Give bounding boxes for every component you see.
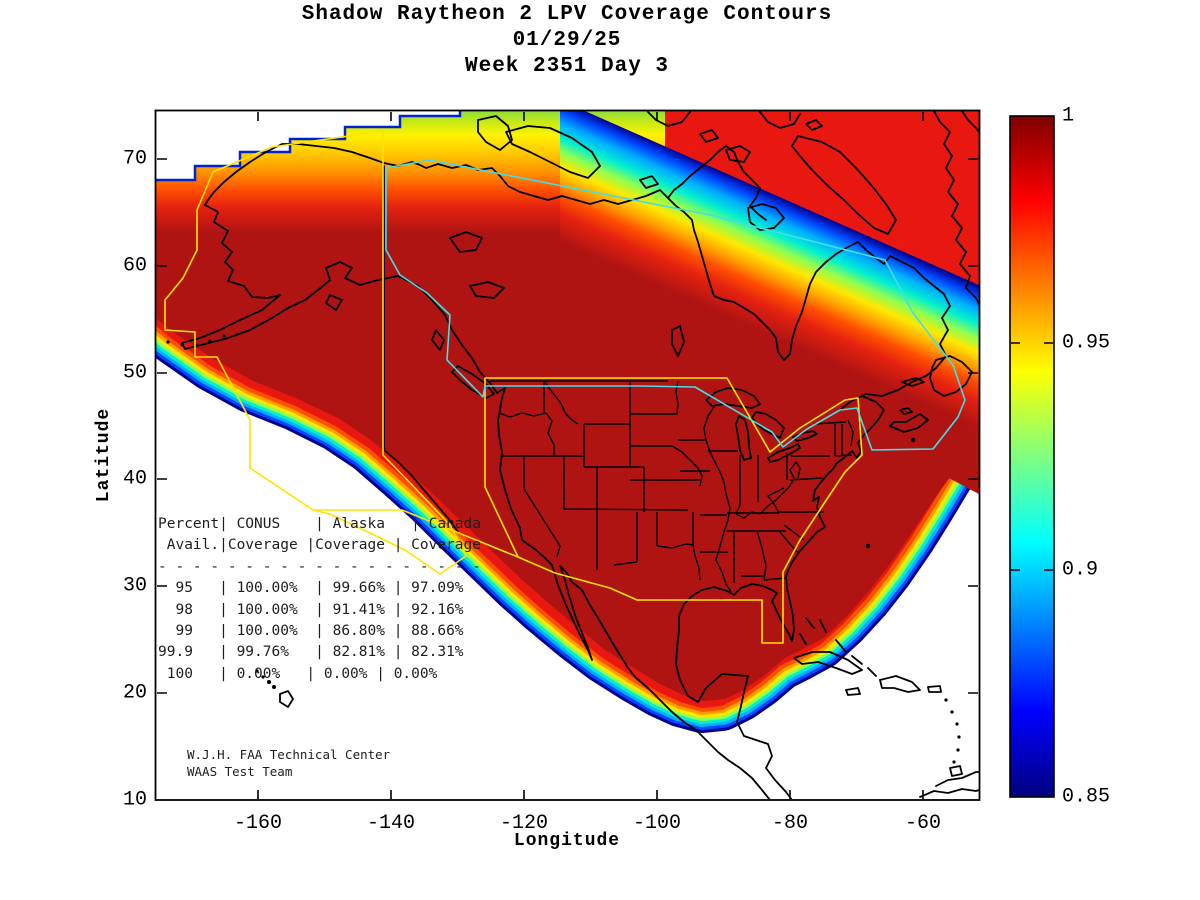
axes-frame: [154, 109, 981, 801]
y-axis-label: Latitude: [94, 407, 114, 503]
colorbar-tick-0.85: 0.85: [1062, 785, 1111, 809]
coastline-south-america: [919, 765, 979, 798]
x-tick--120: -120: [499, 812, 549, 835]
islands-atlantic-canada: [889, 355, 973, 433]
coastline-arctic: [204, 143, 669, 206]
lakes-canada: [449, 231, 685, 357]
conus-service-volume-boundary: [484, 377, 863, 644]
state-boundaries-layer: [490, 380, 854, 593]
x-tick--80: -80: [771, 812, 809, 835]
islands-caribbean: [793, 617, 942, 696]
title-line-1: Shadow Raytheon 2 LPV Coverage Contours: [301, 3, 833, 26]
state-lines-west: [498, 380, 703, 581]
credit-line-2: WAAS Test Team: [187, 763, 293, 779]
no-data-corner: [156, 111, 460, 180]
colorbar-tick-0.95: 0.95: [1062, 331, 1111, 355]
x-tick--100: -100: [632, 812, 682, 835]
colorbar-tick-1: 1: [1062, 104, 1075, 128]
islands-arctic: [477, 111, 897, 235]
y-tick-20: 20: [122, 681, 147, 705]
x-tick--160: -160: [233, 812, 283, 835]
coastline-gulf-east: [675, 419, 879, 799]
colorbar-gradient: [1009, 115, 1055, 798]
title-line-2: 01/29/25: [512, 29, 622, 52]
small-islands-dots: [166, 334, 961, 764]
alaska-service-volume-boundary: [164, 130, 519, 575]
credit-annotation: W.J.H. FAA Technical Center WAAS Test Te…: [187, 746, 390, 780]
colorbar: [1009, 115, 1055, 798]
y-tick-40: 40: [122, 467, 147, 491]
coastline-greenland: [933, 111, 979, 305]
y-tick-30: 30: [122, 574, 147, 598]
border-alaska-yukon: [383, 165, 459, 533]
service-volume-layer: [164, 130, 966, 644]
axis-ticks: [157, 112, 978, 799]
x-tick--140: -140: [366, 812, 416, 835]
y-tick-10: 10: [122, 788, 147, 812]
y-tick-70: 70: [122, 147, 147, 171]
colorbar-ticks: [1011, 342, 1053, 571]
islands-hawaii: [279, 690, 294, 708]
x-tick--60: -60: [904, 812, 942, 835]
coastline-canada-east-hudson: [667, 145, 951, 421]
great-lakes: [705, 387, 818, 463]
no-data-corner-edge: [156, 111, 462, 182]
x-axis-label: Longitude: [513, 831, 621, 851]
y-tick-60: 60: [122, 254, 147, 278]
y-tick-50: 50: [122, 361, 147, 385]
coastline-layer: [181, 111, 979, 799]
colorbar-tick-0.9: 0.9: [1062, 558, 1099, 582]
coverage-contour-field: [156, 111, 979, 799]
coverage-table-pre: Percent| CONUS | Alaska | Canada Avail.|…: [158, 516, 482, 682]
title-line-3: Week 2351 Day 3: [464, 55, 670, 78]
islands-pacific: [325, 294, 495, 399]
canada-service-volume-boundary: [385, 159, 966, 451]
credit-line-1: W.J.H. FAA Technical Center: [187, 746, 391, 762]
state-lines-east: [490, 380, 854, 593]
figure-title: Shadow Raytheon 2 LPV Coverage Contours …: [0, 2, 1134, 80]
coastline-alaska-west: [181, 204, 771, 799]
